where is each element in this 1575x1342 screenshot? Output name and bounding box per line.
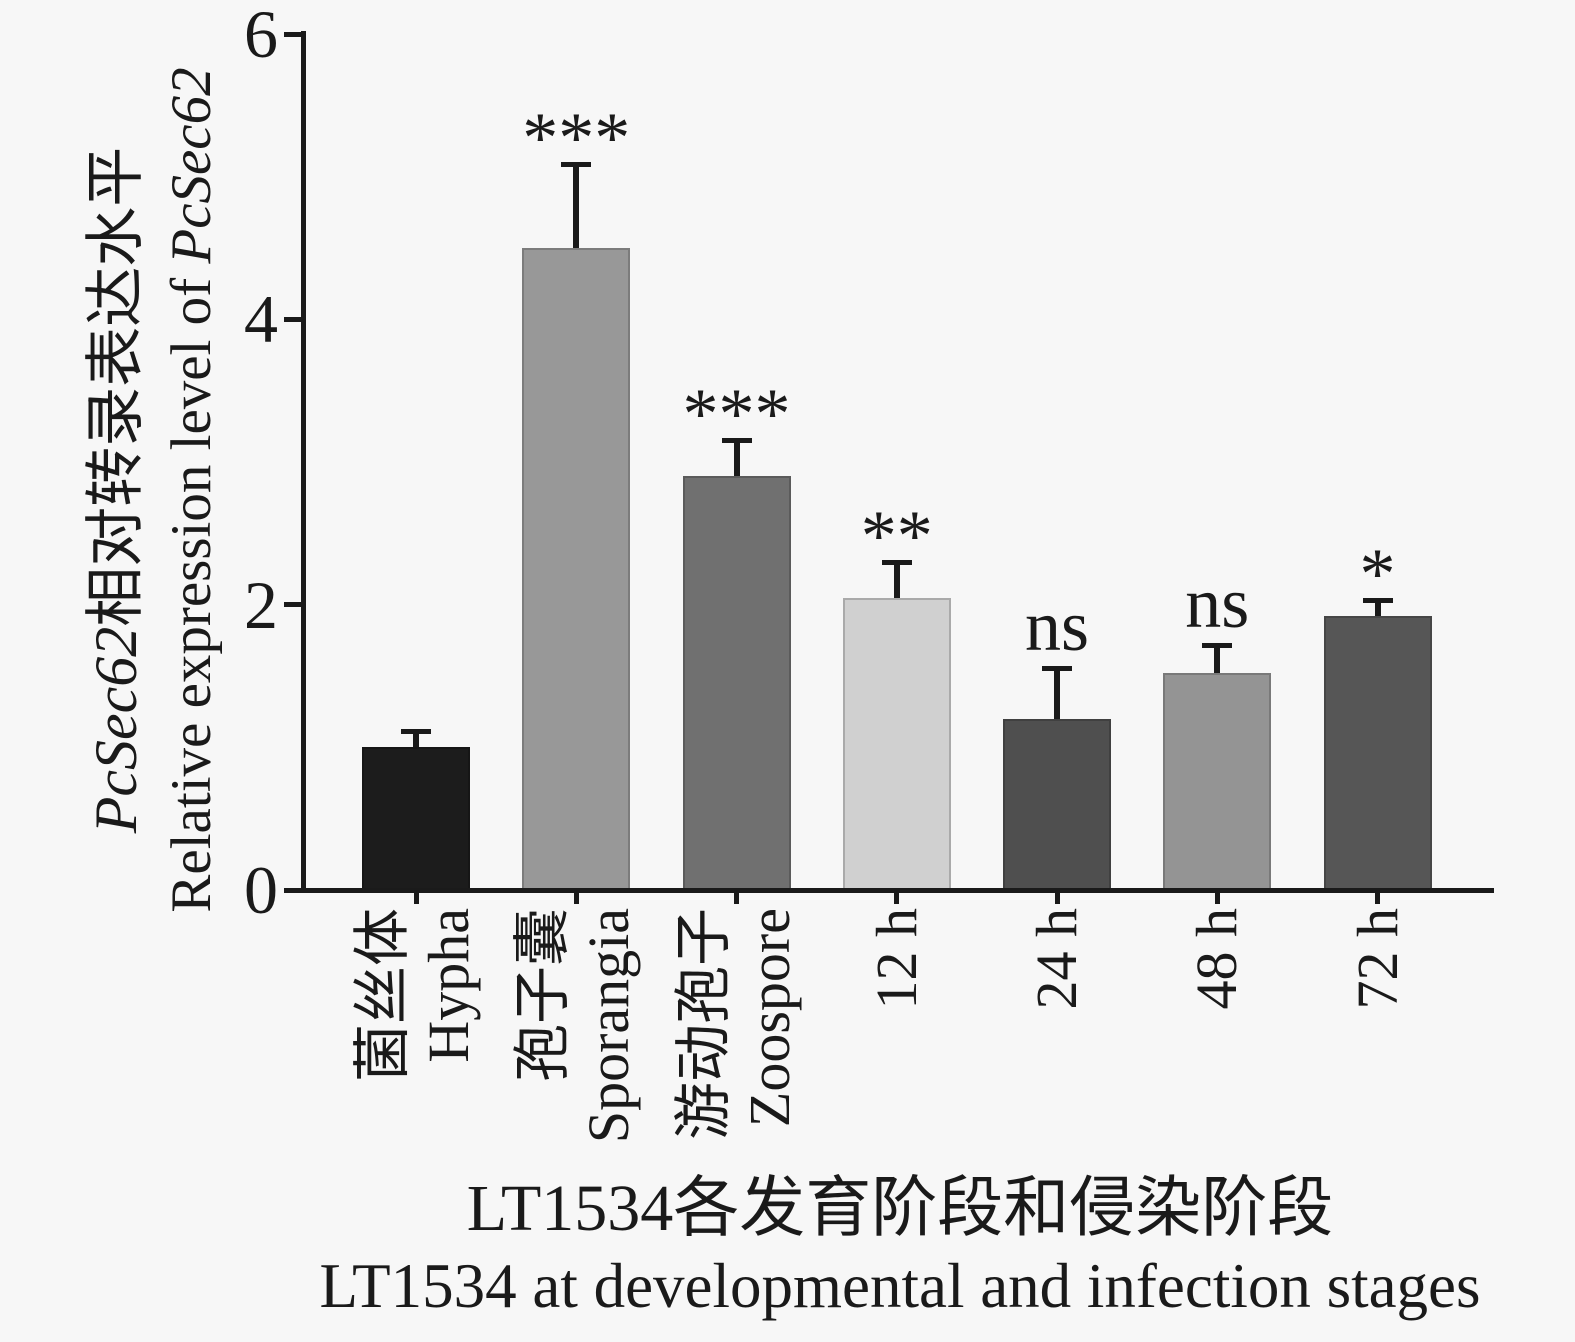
x-tick-mark-72-h	[1375, 893, 1380, 904]
x-category-label-en-hypha: Hypha	[416, 908, 481, 1063]
x-category-label-en-12-h: 12 h	[863, 908, 929, 1010]
y-axis-label-zh-text: 相对转录表达水平	[83, 146, 149, 627]
y-axis-label-zh: PcSec62相对转录表达水平	[78, 0, 154, 990]
error-bar-stem-12-h	[893, 560, 900, 598]
x-category-label-zh-zoospore: 游动孢子	[670, 908, 736, 1141]
x-axis-line	[301, 888, 1494, 893]
y-tick-label-6: 6	[244, 0, 278, 72]
error-bar-cap-24-h	[1042, 666, 1072, 671]
error-bar-stem-48-h	[1214, 643, 1221, 674]
x-tick-mark-hypha	[413, 893, 419, 904]
x-category-label-en-48-h: 48 h	[1184, 908, 1250, 1010]
significance-48-h: ns	[1185, 563, 1250, 644]
y-tick-label-4: 4	[244, 281, 278, 358]
bar-72-h	[1323, 616, 1432, 893]
x-category-label-12-h: 12 h	[864, 908, 930, 1168]
bar-48-h	[1163, 673, 1272, 893]
error-bar-cap-72-h	[1362, 597, 1393, 603]
x-category-label-hypha: 菌丝体 Hypha	[350, 908, 482, 1168]
bar-sporangia	[522, 248, 631, 893]
y-axis-label-en: Relative expression level of PcSec62	[154, 0, 230, 990]
y-tick-mark-2	[284, 602, 301, 608]
x-category-label-en-sporangia: Sporangia	[576, 908, 642, 1144]
y-axis-label: PcSec62相对转录表达水平 Relative expression leve…	[78, 0, 230, 990]
x-axis-title: LT1534各发育阶段和侵染阶段 LT1534 at developmental…	[305, 1168, 1495, 1322]
bar-24-h	[1003, 718, 1111, 893]
error-bar-stem-zoospore	[733, 437, 740, 477]
y-axis-line	[301, 31, 306, 893]
error-bar-cap-hypha	[401, 728, 431, 734]
significance-zoospore: ***	[682, 373, 791, 454]
y-axis-label-en-gene: PcSec62	[160, 67, 223, 264]
x-category-label-zh-hypha: 菌丝体	[350, 908, 415, 1083]
x-tick-mark-24-h	[1054, 893, 1060, 904]
x-category-label-en-24-h: 24 h	[1024, 908, 1089, 1010]
error-bar-cap-sporangia	[561, 162, 592, 168]
x-axis-title-zh: LT1534各发育阶段和侵染阶段	[466, 1172, 1334, 1245]
x-category-label-72-h: 72 h	[1345, 908, 1411, 1168]
x-axis-title-en: LT1534 at developmental and infection st…	[319, 1251, 1481, 1321]
x-category-label-en-72-h: 72 h	[1344, 908, 1410, 1010]
error-bar-stem-72-h	[1374, 597, 1381, 617]
significance-24-h: ns	[1024, 586, 1090, 666]
significance-sporangia: ***	[522, 98, 631, 179]
x-category-label-zh-sporangia: 孢子囊	[510, 908, 576, 1083]
error-bar-stem-hypha	[413, 728, 419, 748]
y-tick-label-2: 2	[244, 566, 278, 643]
error-bar-cap-zoospore	[721, 437, 752, 443]
x-tick-mark-sporangia	[573, 893, 579, 904]
bar-12-h	[842, 597, 951, 893]
y-tick-label-0: 0	[244, 852, 278, 928]
error-bar-stem-sporangia	[573, 162, 580, 248]
bar-hypha	[362, 747, 470, 893]
significance-72-h: *	[1359, 533, 1396, 614]
y-tick-mark-0	[284, 887, 301, 893]
bar-zoospore	[682, 476, 791, 893]
significance-12-h: **	[860, 496, 933, 577]
error-bar-cap-12-h	[881, 560, 912, 566]
x-category-label-en-zoospore: Zoospore	[736, 908, 802, 1128]
x-category-label-24-h: 24 h	[1024, 908, 1090, 1168]
y-tick-mark-6	[284, 31, 301, 37]
error-bar-cap-48-h	[1202, 643, 1233, 649]
x-tick-mark-48-h	[1214, 893, 1220, 904]
x-category-label-zoospore: 游动孢子 Zoospore	[671, 908, 803, 1168]
x-tick-mark-zoospore	[734, 893, 739, 904]
y-tick-mark-4	[284, 316, 301, 322]
x-tick-mark-12-h	[894, 893, 900, 904]
x-category-label-sporangia: 孢子囊 Sporangia	[510, 908, 642, 1168]
error-bar-stem-24-h	[1054, 666, 1060, 719]
y-axis-label-zh-gene: PcSec62	[83, 626, 149, 834]
x-category-label-48-h: 48 h	[1184, 908, 1250, 1168]
